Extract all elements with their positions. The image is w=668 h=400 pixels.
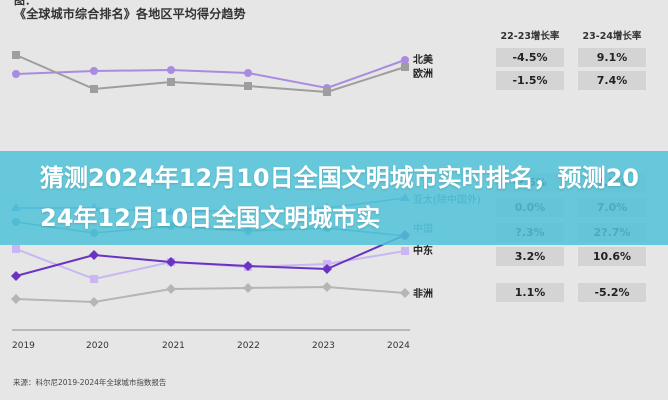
series-dark-purple-line — [15, 234, 406, 277]
cell-na-2324: 9.1% — [578, 48, 646, 67]
overlay-headline: 猜测2024年12月10日全国文明城市实时排名，预测2024年12月10日全国文… — [40, 164, 639, 232]
cell-africa-2223: 1.1% — [496, 283, 564, 302]
x-tick-2024: 2024 — [387, 341, 410, 351]
series-north-america-line — [15, 59, 406, 90]
label-middle-east: 中东 — [413, 244, 433, 257]
figure-label: 图： — [14, 0, 36, 7]
title-overlay-banner — [0, 151, 668, 245]
series-north-america-markers — [12, 56, 409, 92]
cell-eu-2223: -1.5% — [496, 71, 564, 90]
x-tick-2020: 2020 — [86, 341, 109, 351]
chart-title: 《全球城市综合排名》各地区平均得分趋势 — [14, 7, 246, 21]
cell-me-2324: 10.6% — [578, 247, 646, 266]
series-africa-markers — [11, 282, 410, 307]
cell-na-2223: -4.5% — [496, 48, 564, 67]
x-tick-2023: 2023 — [312, 341, 335, 351]
x-tick-2021: 2021 — [162, 341, 185, 351]
label-europe: 欧洲 — [413, 67, 433, 80]
cell-me-2223: 3.2% — [496, 247, 564, 266]
table-header-23-24: 23-24增长率 — [582, 31, 642, 42]
series-europe-markers — [12, 51, 409, 96]
series-africa-line — [15, 285, 406, 304]
series-europe-line — [15, 54, 406, 94]
cell-eu-2324: 7.4% — [578, 71, 646, 90]
cell-africa-2324: -5.2% — [578, 283, 646, 302]
x-tick-2022: 2022 — [237, 341, 260, 351]
table-header-22-23: 22-23增长率 — [500, 31, 560, 42]
source-note: 来源：科尔尼2019-2024年全球城市指数报告 — [13, 378, 167, 387]
label-africa: 非洲 — [413, 287, 433, 300]
x-tick-2019: 2019 — [12, 341, 35, 351]
label-north-america: 北美 — [413, 53, 434, 66]
